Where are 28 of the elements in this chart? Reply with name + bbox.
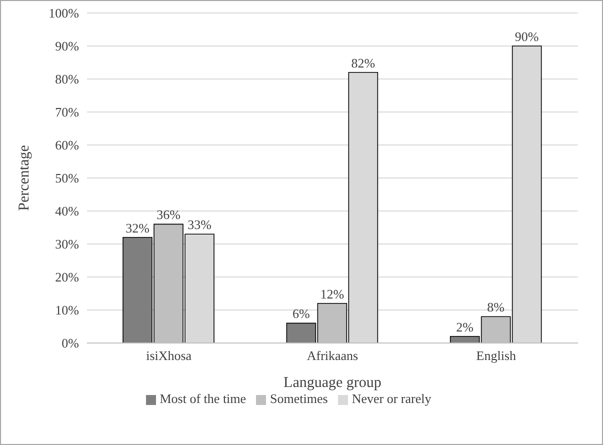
- y-tick-label: 100%: [48, 6, 80, 21]
- y-tick-label: 10%: [55, 302, 80, 318]
- data-label: 33%: [188, 217, 212, 232]
- data-label: 12%: [320, 286, 344, 302]
- x-tick-label: Afrikaans: [306, 348, 358, 364]
- legend-label: Most of the time: [160, 391, 246, 406]
- data-label: 32%: [126, 220, 150, 236]
- y-axis-title: Percentage: [16, 144, 32, 211]
- y-tick-label: 90%: [55, 38, 80, 54]
- y-tick-label: 40%: [55, 204, 80, 219]
- data-label: 8%: [487, 300, 505, 315]
- y-tick-label: 70%: [55, 104, 80, 120]
- x-tick-label: English: [476, 348, 517, 364]
- data-label: 90%: [514, 29, 539, 44]
- data-label: 2%: [456, 319, 474, 334]
- y-tick-label: 50%: [55, 170, 80, 186]
- x-tick-label: isiXhosa: [146, 348, 192, 364]
- y-tick-label: 20%: [55, 270, 80, 285]
- data-label: 82%: [351, 55, 376, 70]
- y-tick-label: 0%: [62, 336, 80, 351]
- legend-label: Never or rarely: [352, 391, 432, 406]
- data-label: 36%: [156, 207, 181, 222]
- x-axis-title: Language group: [284, 375, 382, 391]
- y-tick-label: 80%: [55, 72, 80, 87]
- y-tick-label: 30%: [55, 236, 80, 252]
- y-tick-label: 60%: [55, 138, 80, 153]
- data-label: 6%: [292, 306, 310, 322]
- legend-label: Sometimes: [270, 391, 328, 406]
